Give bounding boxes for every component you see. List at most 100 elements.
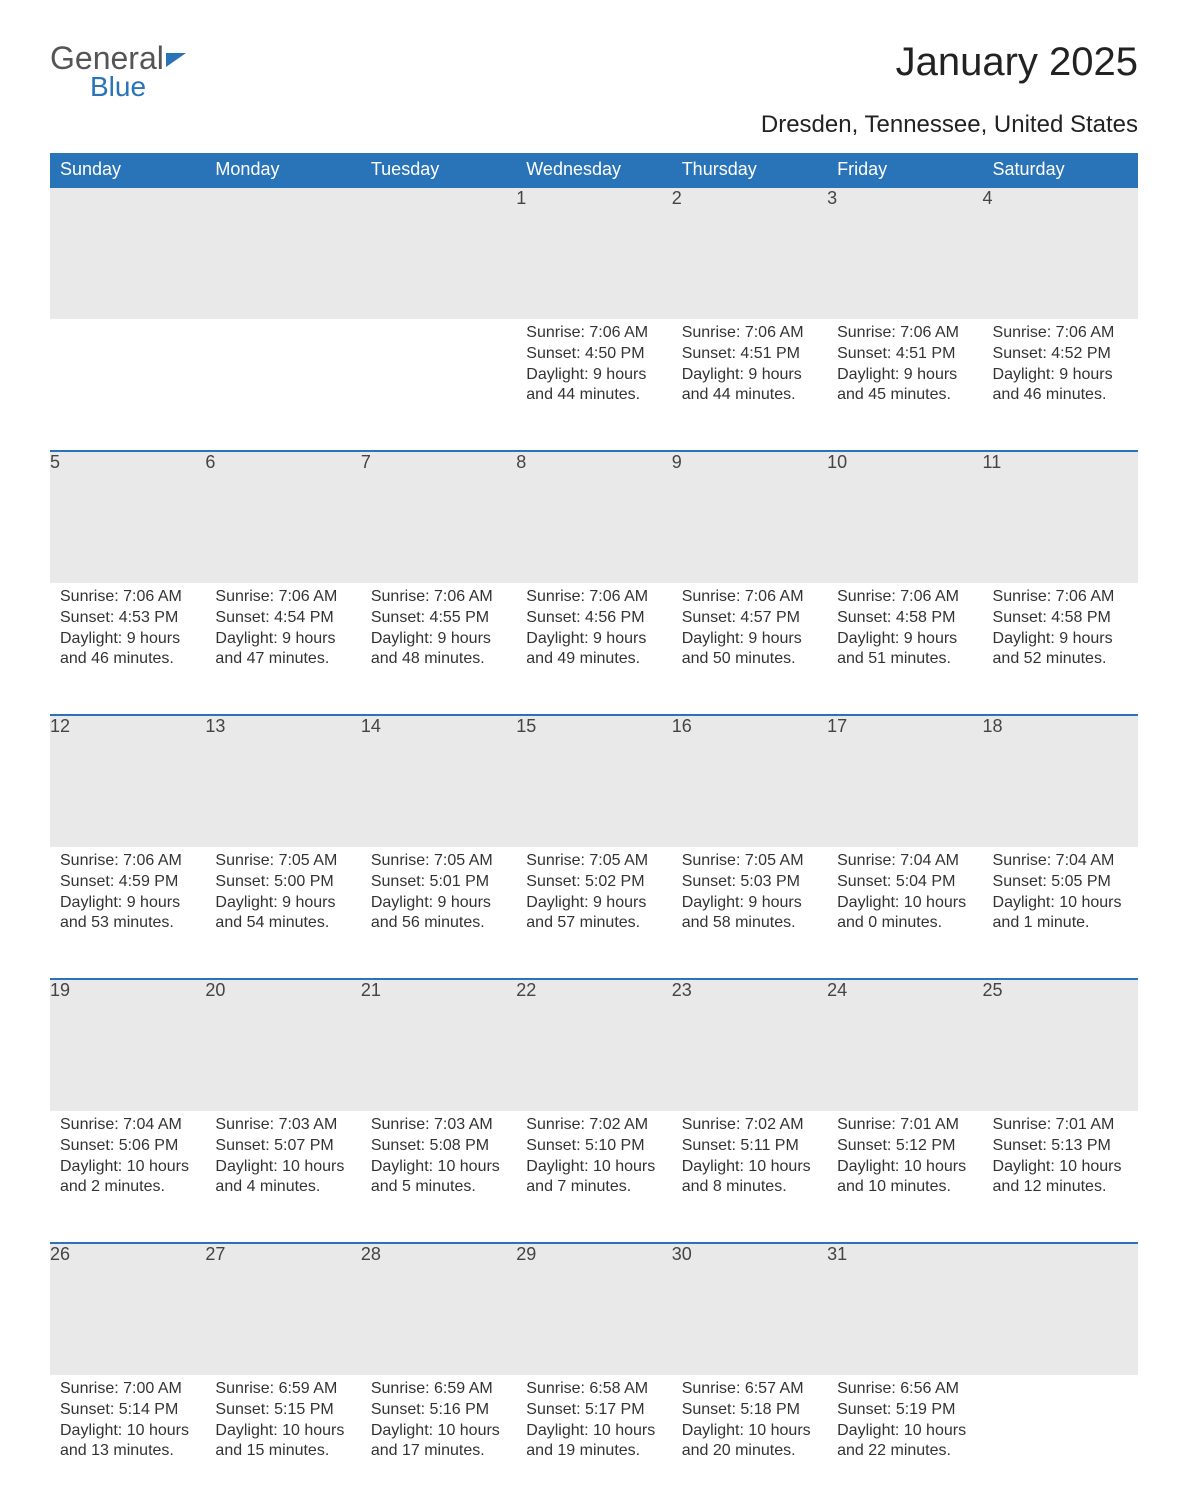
calendar-day-number: 25	[983, 979, 1138, 1111]
location-subtitle: Dresden, Tennessee, United States	[50, 111, 1138, 139]
calendar-table: SundayMondayTuesdayWednesdayThursdayFrid…	[50, 153, 1138, 1507]
calendar-day-number: 12	[50, 715, 205, 847]
calendar-day-cell: Sunrise: 6:59 AMSunset: 5:16 PMDaylight:…	[361, 1375, 516, 1507]
calendar-day-number: 4	[983, 187, 1138, 319]
calendar-day-content: Sunrise: 7:02 AMSunset: 5:11 PMDaylight:…	[672, 1111, 827, 1208]
calendar-day-cell: Sunrise: 7:06 AMSunset: 4:59 PMDaylight:…	[50, 847, 205, 979]
calendar-day-cell: Sunrise: 7:05 AMSunset: 5:01 PMDaylight:…	[361, 847, 516, 979]
calendar-day-cell: Sunrise: 7:03 AMSunset: 5:07 PMDaylight:…	[205, 1111, 360, 1243]
calendar-day-cell: Sunrise: 7:06 AMSunset: 4:58 PMDaylight:…	[827, 583, 982, 715]
calendar-day-content: Sunrise: 7:06 AMSunset: 4:57 PMDaylight:…	[672, 583, 827, 680]
calendar-day-cell: Sunrise: 7:05 AMSunset: 5:00 PMDaylight:…	[205, 847, 360, 979]
calendar-day-number: 24	[827, 979, 982, 1111]
calendar-day-content: Sunrise: 7:00 AMSunset: 5:14 PMDaylight:…	[50, 1375, 205, 1472]
calendar-day-number: 19	[50, 979, 205, 1111]
calendar-day-cell: Sunrise: 7:06 AMSunset: 4:51 PMDaylight:…	[672, 319, 827, 451]
calendar-day-content: Sunrise: 7:06 AMSunset: 4:54 PMDaylight:…	[205, 583, 360, 680]
logo: General Blue	[50, 40, 186, 103]
calendar-week-content-row: Sunrise: 7:06 AMSunset: 4:59 PMDaylight:…	[50, 847, 1138, 979]
calendar-day-cell: Sunrise: 7:04 AMSunset: 5:05 PMDaylight:…	[983, 847, 1138, 979]
calendar-day-header: Tuesday	[361, 153, 516, 187]
calendar-day-content: Sunrise: 7:01 AMSunset: 5:13 PMDaylight:…	[983, 1111, 1138, 1208]
calendar-day-number: 18	[983, 715, 1138, 847]
calendar-day-number: 3	[827, 187, 982, 319]
calendar-day-content: Sunrise: 7:05 AMSunset: 5:00 PMDaylight:…	[205, 847, 360, 944]
calendar-day-number	[983, 1243, 1138, 1375]
calendar-day-number: 15	[516, 715, 671, 847]
calendar-day-number: 11	[983, 451, 1138, 583]
calendar-day-number: 14	[361, 715, 516, 847]
calendar-day-cell	[983, 1375, 1138, 1507]
calendar-day-cell: Sunrise: 7:06 AMSunset: 4:55 PMDaylight:…	[361, 583, 516, 715]
calendar-day-number	[361, 187, 516, 319]
calendar-day-cell: Sunrise: 7:06 AMSunset: 4:54 PMDaylight:…	[205, 583, 360, 715]
calendar-day-number: 28	[361, 1243, 516, 1375]
calendar-day-cell: Sunrise: 7:06 AMSunset: 4:51 PMDaylight:…	[827, 319, 982, 451]
calendar-day-cell: Sunrise: 6:57 AMSunset: 5:18 PMDaylight:…	[672, 1375, 827, 1507]
calendar-day-cell: Sunrise: 7:01 AMSunset: 5:13 PMDaylight:…	[983, 1111, 1138, 1243]
calendar-day-content: Sunrise: 7:04 AMSunset: 5:04 PMDaylight:…	[827, 847, 982, 944]
calendar-day-cell: Sunrise: 7:03 AMSunset: 5:08 PMDaylight:…	[361, 1111, 516, 1243]
calendar-header-row: SundayMondayTuesdayWednesdayThursdayFrid…	[50, 153, 1138, 187]
calendar-day-cell: Sunrise: 6:59 AMSunset: 5:15 PMDaylight:…	[205, 1375, 360, 1507]
calendar-day-content: Sunrise: 6:59 AMSunset: 5:15 PMDaylight:…	[205, 1375, 360, 1472]
calendar-day-cell: Sunrise: 7:05 AMSunset: 5:03 PMDaylight:…	[672, 847, 827, 979]
calendar-day-content: Sunrise: 7:06 AMSunset: 4:56 PMDaylight:…	[516, 583, 671, 680]
calendar-week-content-row: Sunrise: 7:06 AMSunset: 4:53 PMDaylight:…	[50, 583, 1138, 715]
calendar-day-cell: Sunrise: 7:06 AMSunset: 4:56 PMDaylight:…	[516, 583, 671, 715]
calendar-day-content: Sunrise: 7:03 AMSunset: 5:07 PMDaylight:…	[205, 1111, 360, 1208]
calendar-day-content: Sunrise: 6:58 AMSunset: 5:17 PMDaylight:…	[516, 1375, 671, 1472]
calendar-day-number: 23	[672, 979, 827, 1111]
calendar-day-content: Sunrise: 7:04 AMSunset: 5:06 PMDaylight:…	[50, 1111, 205, 1208]
calendar-day-number: 31	[827, 1243, 982, 1375]
calendar-day-cell: Sunrise: 7:06 AMSunset: 4:50 PMDaylight:…	[516, 319, 671, 451]
calendar-day-content: Sunrise: 7:06 AMSunset: 4:50 PMDaylight:…	[516, 319, 671, 416]
calendar-day-number: 22	[516, 979, 671, 1111]
calendar-day-number: 9	[672, 451, 827, 583]
calendar-day-number: 5	[50, 451, 205, 583]
calendar-day-number: 17	[827, 715, 982, 847]
calendar-day-number: 30	[672, 1243, 827, 1375]
calendar-day-cell	[205, 319, 360, 451]
logo-text-blue: Blue	[90, 71, 186, 103]
calendar-day-content: Sunrise: 7:06 AMSunset: 4:51 PMDaylight:…	[672, 319, 827, 416]
calendar-day-header: Friday	[827, 153, 982, 187]
calendar-day-header: Monday	[205, 153, 360, 187]
logo-flag-icon	[166, 53, 186, 67]
calendar-day-cell	[361, 319, 516, 451]
calendar-day-content: Sunrise: 7:06 AMSunset: 4:58 PMDaylight:…	[827, 583, 982, 680]
calendar-day-content: Sunrise: 6:57 AMSunset: 5:18 PMDaylight:…	[672, 1375, 827, 1472]
page-title: January 2025	[896, 40, 1138, 85]
calendar-day-header: Thursday	[672, 153, 827, 187]
calendar-day-content: Sunrise: 7:06 AMSunset: 4:58 PMDaylight:…	[983, 583, 1138, 680]
calendar-day-number: 6	[205, 451, 360, 583]
calendar-day-content: Sunrise: 7:05 AMSunset: 5:03 PMDaylight:…	[672, 847, 827, 944]
calendar-day-cell: Sunrise: 7:06 AMSunset: 4:53 PMDaylight:…	[50, 583, 205, 715]
calendar-day-cell: Sunrise: 7:01 AMSunset: 5:12 PMDaylight:…	[827, 1111, 982, 1243]
calendar-week-content-row: Sunrise: 7:04 AMSunset: 5:06 PMDaylight:…	[50, 1111, 1138, 1243]
calendar-week-daynum-row: 567891011	[50, 451, 1138, 583]
calendar-day-cell: Sunrise: 6:56 AMSunset: 5:19 PMDaylight:…	[827, 1375, 982, 1507]
calendar-week-content-row: Sunrise: 7:00 AMSunset: 5:14 PMDaylight:…	[50, 1375, 1138, 1507]
header: General Blue January 2025	[50, 40, 1138, 103]
calendar-day-number: 21	[361, 979, 516, 1111]
calendar-day-cell: Sunrise: 7:05 AMSunset: 5:02 PMDaylight:…	[516, 847, 671, 979]
calendar-day-cell: Sunrise: 6:58 AMSunset: 5:17 PMDaylight:…	[516, 1375, 671, 1507]
calendar-day-content: Sunrise: 7:05 AMSunset: 5:01 PMDaylight:…	[361, 847, 516, 944]
calendar-day-cell: Sunrise: 7:02 AMSunset: 5:10 PMDaylight:…	[516, 1111, 671, 1243]
calendar-day-cell: Sunrise: 7:06 AMSunset: 4:57 PMDaylight:…	[672, 583, 827, 715]
calendar-day-content: Sunrise: 7:02 AMSunset: 5:10 PMDaylight:…	[516, 1111, 671, 1208]
calendar-day-number: 29	[516, 1243, 671, 1375]
calendar-week-daynum-row: 262728293031	[50, 1243, 1138, 1375]
calendar-week-daynum-row: 1234	[50, 187, 1138, 319]
calendar-day-header: Sunday	[50, 153, 205, 187]
calendar-day-content: Sunrise: 7:06 AMSunset: 4:53 PMDaylight:…	[50, 583, 205, 680]
calendar-day-number: 16	[672, 715, 827, 847]
calendar-week-daynum-row: 12131415161718	[50, 715, 1138, 847]
calendar-day-number	[205, 187, 360, 319]
calendar-day-number: 2	[672, 187, 827, 319]
calendar-day-content: Sunrise: 7:06 AMSunset: 4:52 PMDaylight:…	[983, 319, 1138, 416]
calendar-day-cell: Sunrise: 7:06 AMSunset: 4:58 PMDaylight:…	[983, 583, 1138, 715]
calendar-day-content: Sunrise: 6:59 AMSunset: 5:16 PMDaylight:…	[361, 1375, 516, 1472]
calendar-day-header: Wednesday	[516, 153, 671, 187]
